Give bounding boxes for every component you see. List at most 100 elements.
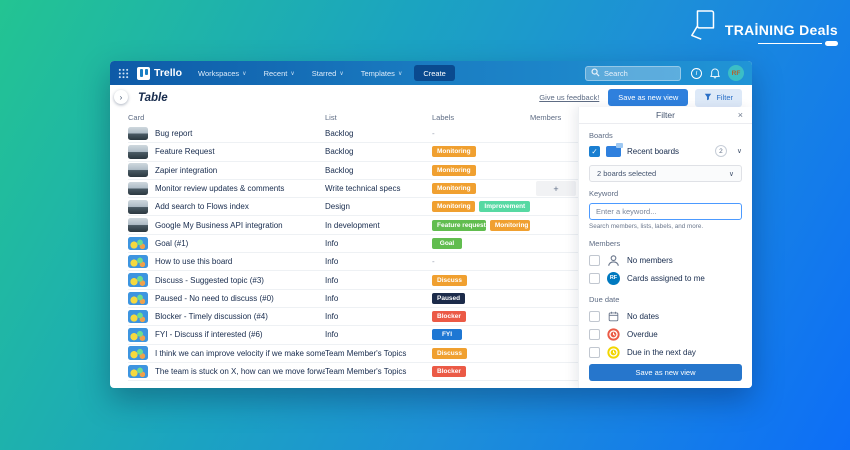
trello-logo[interactable]: Trello <box>137 66 182 80</box>
table-row[interactable]: I think we can improve velocity if we ma… <box>128 345 752 363</box>
card-list-cell[interactable]: Info <box>325 238 339 248</box>
filter-option-checkbox[interactable] <box>589 328 600 340</box>
label-pill[interactable]: Monitoring <box>432 146 476 158</box>
table-row[interactable]: Bug report Backlog - <box>128 125 752 144</box>
close-icon[interactable]: × <box>737 110 743 120</box>
card-title[interactable]: Feature Request <box>155 147 215 157</box>
boards-selected-dropdown[interactable]: 2 boards selected ∨ <box>589 165 742 182</box>
card-labels-cell[interactable]: - <box>432 129 530 138</box>
keyword-input[interactable] <box>589 203 742 220</box>
info-icon[interactable]: i <box>691 67 702 79</box>
card-title[interactable]: Add search to Flows index <box>155 202 249 212</box>
label-pill[interactable]: Goal <box>432 237 462 249</box>
card-list-cell[interactable]: Design <box>325 202 350 212</box>
filter-option-checkbox[interactable] <box>589 272 600 284</box>
header-search[interactable] <box>585 65 681 81</box>
label-pill[interactable]: Monitoring <box>432 201 476 213</box>
card-labels-cell[interactable]: Monitoring <box>432 164 530 176</box>
card-labels-cell[interactable]: Blocker <box>432 366 530 377</box>
filter-option-checkbox[interactable] <box>589 310 600 322</box>
table-row[interactable]: Monitor review updates & comments Write … <box>128 180 752 199</box>
table-row[interactable]: Zapier integration Backlog Monitoring <box>128 162 752 180</box>
card-list-cell[interactable]: Team Member's Topics <box>325 367 407 376</box>
filter-option-checkbox[interactable] <box>589 254 600 266</box>
label-pill[interactable]: Paused <box>432 292 466 304</box>
label-pill[interactable]: Monitoring <box>432 164 476 176</box>
card-list-cell[interactable]: Team Member's Topics <box>325 348 407 358</box>
card-title[interactable]: Bug report <box>155 129 193 139</box>
due-option-no-dates[interactable]: No dates <box>589 307 742 325</box>
save-as-new-view-button[interactable]: Save as new view <box>608 89 689 106</box>
card-labels-cell[interactable]: FYI <box>432 329 530 341</box>
card-list-cell[interactable]: Info <box>325 293 339 303</box>
table-row[interactable]: Feature Request Backlog Monitoring <box>128 143 752 162</box>
card-labels-cell[interactable]: Monitoring Improvement <box>432 201 530 213</box>
search-input[interactable] <box>604 68 674 78</box>
member-option-cards-assigned-to-me[interactable]: RF Cards assigned to me <box>589 269 742 287</box>
label-pill[interactable]: Blocker <box>432 311 466 323</box>
table-row[interactable]: The team is stuck on X, how can we move … <box>128 363 752 382</box>
card-list-cell[interactable]: Backlog <box>325 147 354 157</box>
panel-save-as-new-view-button[interactable]: Save as new view <box>589 364 742 381</box>
card-title[interactable]: Google My Business API integration <box>155 220 283 230</box>
recent-boards-row[interactable]: Recent boards 2 ∨ <box>589 143 742 159</box>
label-pill[interactable]: Monitoring <box>489 219 530 231</box>
card-title[interactable]: Blocker - Timely discussion (#4) <box>155 312 268 322</box>
nav-item-workspaces[interactable]: Workspaces ∨ <box>198 68 247 78</box>
label-pill[interactable]: Discuss <box>432 347 467 359</box>
label-pill[interactable]: Improvement <box>479 201 530 213</box>
table-row[interactable]: FYI - Discuss if interested (#6) Info FY… <box>128 326 752 345</box>
card-title[interactable]: FYI - Discuss if interested (#6) <box>155 330 263 340</box>
card-list-cell[interactable]: Info <box>325 275 339 285</box>
label-pill[interactable]: Discuss <box>432 274 467 286</box>
card-title[interactable]: How to use this board <box>155 257 233 267</box>
card-labels-cell[interactable]: Monitoring <box>432 183 530 195</box>
due-option-overdue[interactable]: Overdue <box>589 325 742 343</box>
card-labels-cell[interactable]: Discuss <box>432 347 530 359</box>
table-row[interactable]: Add search to Flows index Design Monitor… <box>128 198 752 217</box>
card-list-cell[interactable]: Info <box>325 257 339 267</box>
apps-grid-icon[interactable] <box>118 68 129 79</box>
card-labels-cell[interactable]: Discuss <box>432 274 530 286</box>
card-title[interactable]: Goal (#1) <box>155 238 189 248</box>
expand-sidebar-button[interactable]: › <box>114 90 128 104</box>
label-pill[interactable]: FYI <box>432 329 462 341</box>
card-list-cell[interactable]: Backlog <box>325 165 354 175</box>
table-row[interactable]: How to use this board Info - <box>128 253 752 272</box>
recent-boards-checkbox[interactable] <box>589 145 600 157</box>
due-option-due-in-the-next-day[interactable]: Due in the next day <box>589 343 742 361</box>
card-labels-cell[interactable]: Blocker <box>432 311 530 323</box>
card-title[interactable]: Paused - No need to discuss (#0) <box>155 293 274 303</box>
notifications-bell-icon[interactable] <box>710 67 720 79</box>
table-row[interactable]: Blocker - Timely discussion (#4) Info Bl… <box>128 308 752 327</box>
card-labels-cell[interactable]: Feature request Monitoring <box>432 219 530 231</box>
label-pill[interactable]: Blocker <box>432 366 466 377</box>
member-option-no-members[interactable]: No members <box>589 251 742 269</box>
card-list-cell[interactable]: Write technical specs <box>325 184 401 194</box>
feedback-link[interactable]: Give us feedback! <box>539 93 600 102</box>
card-title[interactable]: I think we can improve velocity if we ma… <box>155 348 325 358</box>
filter-option-checkbox[interactable] <box>589 346 600 358</box>
card-title[interactable]: Monitor review updates & comments <box>155 184 285 194</box>
label-pill[interactable]: Monitoring <box>432 183 476 195</box>
nav-item-recent[interactable]: Recent ∨ <box>263 68 295 78</box>
card-labels-cell[interactable]: - <box>432 257 530 266</box>
card-title[interactable]: Discuss - Suggested topic (#3) <box>155 275 264 285</box>
card-labels-cell[interactable]: Monitoring <box>432 146 530 158</box>
card-list-cell[interactable]: Info <box>325 312 339 322</box>
card-list-cell[interactable]: Info <box>325 330 339 340</box>
table-row[interactable]: Paused - No need to discuss (#0) Info Pa… <box>128 290 752 308</box>
card-labels-cell[interactable]: Paused <box>432 292 530 304</box>
user-avatar[interactable]: RF <box>728 65 744 81</box>
create-button[interactable]: Create <box>414 65 455 81</box>
card-title[interactable]: Zapier integration <box>155 165 218 175</box>
nav-item-starred[interactable]: Starred ∨ <box>311 68 344 78</box>
card-list-cell[interactable]: In development <box>325 220 380 230</box>
card-list-cell[interactable]: Backlog <box>325 129 354 139</box>
label-pill[interactable]: Feature request <box>432 219 486 231</box>
card-title[interactable]: The team is stuck on X, how can we move … <box>155 367 325 376</box>
table-row[interactable]: Google My Business API integration In de… <box>128 216 752 235</box>
table-row[interactable]: Discuss - Suggested topic (#3) Info Disc… <box>128 271 752 290</box>
table-row[interactable]: Goal (#1) Info Goal <box>128 235 752 254</box>
add-member-button[interactable]: + <box>536 181 576 197</box>
